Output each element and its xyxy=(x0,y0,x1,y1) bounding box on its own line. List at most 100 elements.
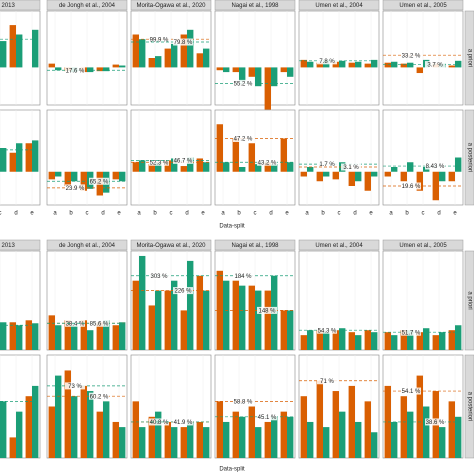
ref-label-bg xyxy=(89,319,109,327)
bar xyxy=(119,427,126,458)
ref-label: 52.3 % xyxy=(150,160,169,166)
bar xyxy=(455,157,462,172)
bar xyxy=(232,67,239,73)
bar xyxy=(48,406,55,458)
bar xyxy=(371,59,378,68)
row-strip xyxy=(464,109,474,206)
strip xyxy=(46,239,128,251)
bar xyxy=(171,43,178,68)
x-tick-label: d xyxy=(14,211,17,217)
row-strip xyxy=(464,250,474,351)
strip-label: et al., 2013 xyxy=(0,243,16,249)
bar xyxy=(187,260,194,350)
bar xyxy=(71,396,78,458)
x-tick-label: b xyxy=(69,211,73,217)
bar xyxy=(271,416,278,458)
bar xyxy=(264,290,271,350)
ref-label: 17.6 % xyxy=(66,68,85,74)
strip xyxy=(214,0,296,11)
bar xyxy=(264,421,271,458)
row-label: a posteriori xyxy=(466,392,472,422)
x-tick-label: b xyxy=(237,211,241,217)
bar xyxy=(112,325,119,350)
bar xyxy=(300,335,307,350)
ref-label-bg xyxy=(317,57,337,65)
bar xyxy=(216,67,223,71)
bar xyxy=(96,411,103,458)
ref-label-bg xyxy=(341,163,361,171)
bar xyxy=(119,322,126,350)
bar xyxy=(348,171,355,186)
x-tick-label: a xyxy=(305,211,309,217)
row-strip xyxy=(464,10,474,106)
bar xyxy=(248,406,255,458)
bar xyxy=(239,416,246,458)
bar xyxy=(307,421,314,458)
x-tick-label: e xyxy=(201,211,205,217)
bar xyxy=(139,160,146,172)
ref-label: 85.6 % xyxy=(90,321,109,327)
ref-label-bg xyxy=(173,287,193,295)
strip xyxy=(214,239,296,251)
ref-label-bg xyxy=(233,79,253,87)
bar xyxy=(271,164,278,172)
bar xyxy=(180,34,187,68)
ref-label-bg xyxy=(257,158,277,166)
strip-label: Umen et al., 2005 xyxy=(399,243,447,249)
ref-label: 8.43 % xyxy=(426,164,445,170)
bar xyxy=(187,29,194,68)
bar xyxy=(103,67,110,72)
ref-label-bg xyxy=(401,328,421,336)
bar xyxy=(280,67,287,73)
ref-label-bg xyxy=(425,418,445,426)
bar xyxy=(355,335,362,350)
bar xyxy=(87,330,94,350)
ref-label: 38.6 % xyxy=(426,420,445,426)
bar xyxy=(248,143,255,172)
bar xyxy=(171,280,178,350)
bar xyxy=(203,427,210,458)
bar xyxy=(196,275,203,350)
bar xyxy=(455,60,462,68)
bar xyxy=(384,171,391,177)
x-tick-label: e xyxy=(285,211,289,217)
x-tick-label: e xyxy=(30,211,34,217)
bar xyxy=(187,157,194,172)
bar xyxy=(32,29,39,68)
ref-label-bg xyxy=(149,158,169,166)
ref-label: 79.8 % xyxy=(174,40,193,46)
strip xyxy=(0,239,41,251)
bar xyxy=(164,421,171,458)
bar xyxy=(223,67,230,73)
strip xyxy=(46,0,128,11)
x-tick-label: d xyxy=(437,211,440,217)
bar xyxy=(332,391,339,458)
bar xyxy=(223,162,230,172)
bar xyxy=(139,255,146,350)
bar xyxy=(400,330,407,350)
ref-label: 45.1 % xyxy=(258,415,277,421)
ref-label: 73 % xyxy=(68,384,82,390)
ref-label: 23.9 % xyxy=(66,186,85,192)
x-tick-label: c xyxy=(170,211,173,217)
bar xyxy=(439,171,446,182)
row-label: a posteriori xyxy=(466,143,472,173)
bar xyxy=(0,41,7,68)
ref-label: 40.8 % xyxy=(150,420,169,426)
x-tick-label: d xyxy=(269,211,272,217)
ref-label-bg xyxy=(425,61,445,69)
bar xyxy=(287,310,294,350)
bar xyxy=(407,62,414,68)
ref-label: 303 % xyxy=(150,274,168,280)
bar xyxy=(307,167,314,172)
x-tick-label: e xyxy=(369,211,373,217)
x-axis-title: Data-split xyxy=(219,467,245,473)
bar xyxy=(9,25,16,68)
bar xyxy=(16,325,23,350)
ref-label-bg xyxy=(65,184,85,192)
bar xyxy=(355,61,362,68)
bar xyxy=(155,162,162,172)
ref-label: 148 % xyxy=(258,308,276,314)
x-tick-label: c xyxy=(86,211,89,217)
ref-label: 47.2 % xyxy=(234,137,253,143)
